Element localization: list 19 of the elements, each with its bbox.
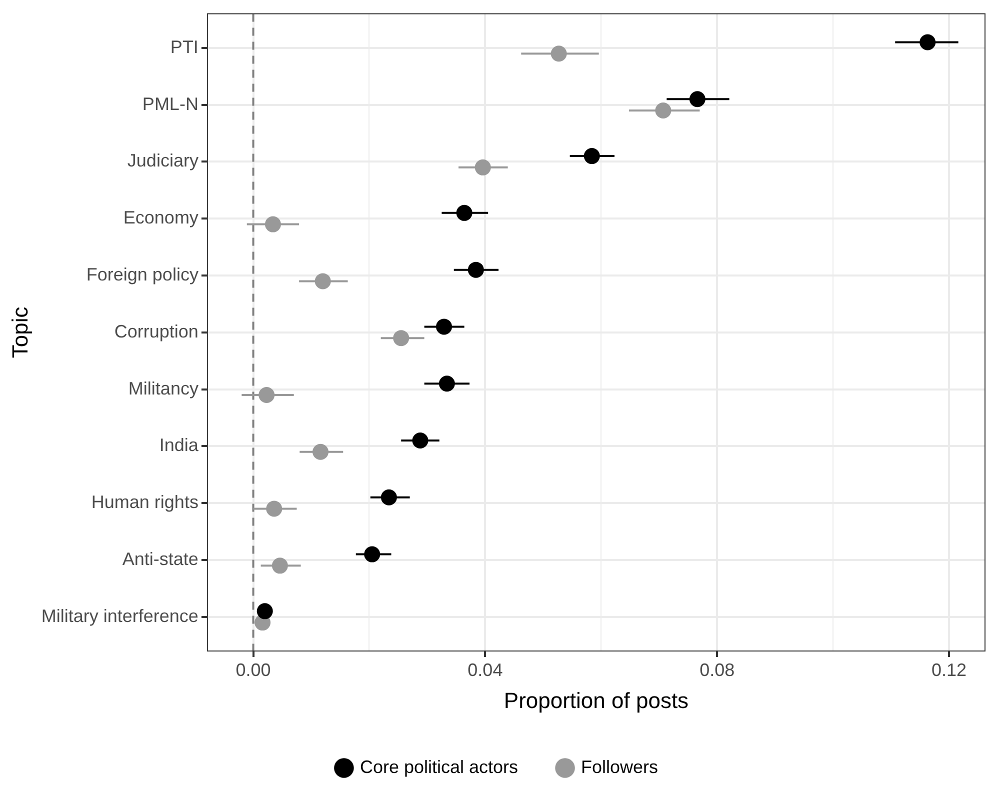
- y-tick-label: Economy: [123, 208, 198, 228]
- legend-label: Core political actors: [360, 756, 518, 777]
- y-tick-label: PML-N: [142, 94, 198, 114]
- x-tick-label: 0.00: [236, 660, 271, 680]
- y-tick-label: PTI: [170, 36, 198, 57]
- x-tick-label: 0.04: [468, 660, 503, 680]
- y-axis-title: Topic: [7, 306, 32, 358]
- y-tick-label: Human rights: [91, 492, 198, 512]
- y-tick-label: Militancy: [128, 378, 198, 398]
- x-tick-label: 0.08: [700, 660, 735, 680]
- y-tick-label: Corruption: [114, 321, 198, 342]
- x-axis-title: Proportion of posts: [504, 688, 689, 713]
- y-tick-label: Foreign policy: [86, 264, 198, 284]
- y-tick-label: Anti-state: [122, 548, 198, 569]
- x-tick-label: 0.12: [932, 660, 967, 680]
- legend-label: Followers: [581, 756, 658, 777]
- y-tick-label: Military interference: [41, 606, 198, 626]
- y-tick-label: India: [159, 435, 200, 456]
- y-tick-label: Judiciary: [127, 150, 198, 171]
